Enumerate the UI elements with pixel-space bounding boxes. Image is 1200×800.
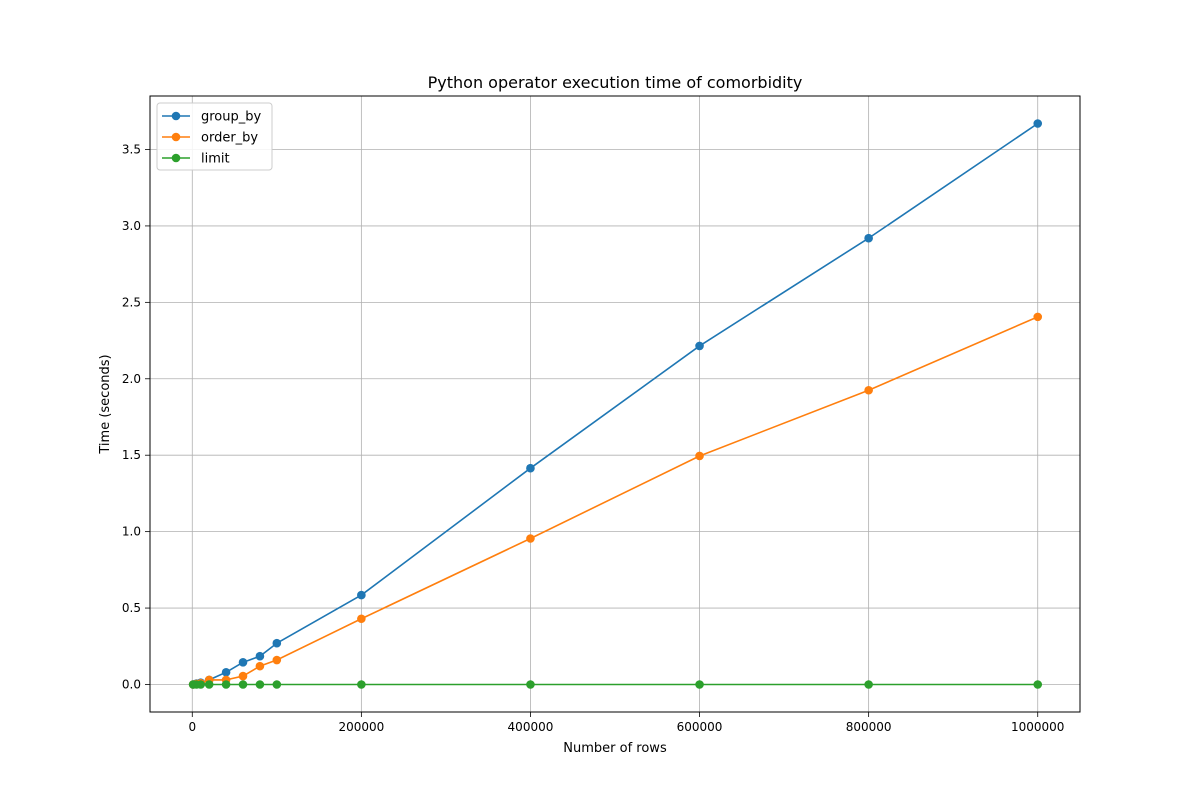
x-tick-label: 1000000 bbox=[1011, 720, 1064, 734]
data-point-limit bbox=[526, 680, 535, 689]
data-point-limit bbox=[357, 680, 366, 689]
data-point-group_by bbox=[526, 463, 535, 473]
data-point-group_by bbox=[272, 638, 282, 648]
legend-label: limit bbox=[201, 152, 230, 167]
legend-swatch-marker bbox=[171, 111, 181, 121]
data-point-order_by bbox=[695, 451, 704, 461]
data-point-group_by bbox=[1033, 119, 1043, 128]
data-point-group_by bbox=[238, 658, 248, 667]
data-point-limit bbox=[196, 680, 206, 689]
y-tick-label: 2.5 bbox=[122, 295, 141, 309]
data-point-limit bbox=[204, 680, 214, 689]
series-limit bbox=[188, 680, 1043, 689]
y-tick-label: 0.0 bbox=[122, 677, 141, 691]
data-point-order_by bbox=[357, 614, 366, 624]
x-tick-label: 0 bbox=[188, 720, 196, 734]
x-tick-label: 200000 bbox=[338, 720, 384, 734]
plot-frame bbox=[149, 95, 1081, 713]
data-point-limit bbox=[255, 680, 265, 689]
axis-ticks: 0 200000 400000 600000 800000 1000000 0.0 0.5 1.… bbox=[122, 142, 1065, 734]
legend-item-order_by: order_by bbox=[162, 131, 258, 146]
x-axis-label: Number of rows bbox=[563, 741, 667, 756]
data-point-order_by bbox=[272, 655, 282, 665]
legend-swatch-marker bbox=[171, 132, 181, 142]
data-point-group_by bbox=[221, 667, 231, 677]
data-point-group_by bbox=[695, 341, 704, 351]
legend-item-group_by: group_by bbox=[162, 110, 262, 125]
plot-series bbox=[188, 119, 1043, 689]
legend-label: order_by bbox=[201, 131, 258, 146]
legend-swatch-marker bbox=[171, 153, 181, 163]
data-point-limit bbox=[695, 680, 704, 689]
data-point-order_by bbox=[238, 671, 248, 681]
chart-title: Python operator execution time of comorb… bbox=[428, 73, 803, 92]
legend-label: group_by bbox=[201, 110, 262, 125]
data-point-order_by bbox=[864, 385, 873, 395]
y-tick-label: 1.0 bbox=[122, 525, 141, 539]
y-tick-label: 2.0 bbox=[122, 372, 141, 386]
x-tick-label: 600000 bbox=[677, 720, 723, 734]
x-tick-label: 400000 bbox=[508, 720, 554, 734]
data-point-limit bbox=[1033, 680, 1043, 689]
y-axis-label: Time (seconds) bbox=[98, 354, 113, 454]
grid bbox=[150, 96, 1080, 712]
data-point-order_by bbox=[255, 661, 265, 671]
data-point-limit bbox=[272, 680, 282, 689]
y-tick-label: 1.5 bbox=[122, 448, 141, 462]
data-point-limit bbox=[221, 680, 231, 689]
legend-frame bbox=[156, 102, 273, 171]
data-point-limit bbox=[864, 680, 873, 689]
x-tick-label: 800000 bbox=[846, 720, 892, 734]
data-point-order_by bbox=[526, 534, 535, 543]
data-point-limit bbox=[238, 680, 248, 689]
data-point-group_by bbox=[255, 651, 265, 661]
y-tick-label: 3.5 bbox=[122, 142, 141, 156]
data-point-order_by bbox=[1033, 312, 1043, 322]
y-tick-label: 0.5 bbox=[122, 601, 141, 615]
data-point-group_by bbox=[864, 233, 873, 243]
data-point-group_by bbox=[357, 590, 366, 600]
legend-item-limit: limit bbox=[162, 152, 230, 167]
y-tick-label: 3.0 bbox=[122, 219, 141, 233]
